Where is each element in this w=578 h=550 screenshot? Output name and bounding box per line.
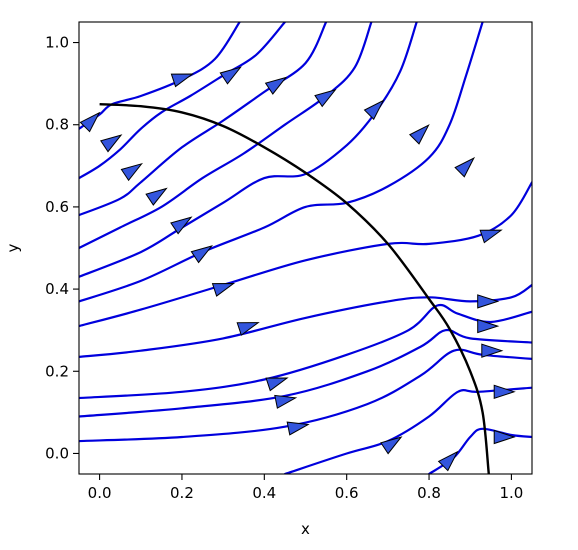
- x-tick-label: 0.6: [335, 484, 359, 502]
- y-tick-label: 0.4: [45, 280, 69, 298]
- stream-arrow: [219, 66, 242, 85]
- stream-arrow: [493, 384, 516, 399]
- y-tick-label: 0.8: [45, 116, 69, 134]
- stream-arrow: [211, 283, 236, 297]
- stream-arrow: [477, 294, 500, 309]
- boundary-curve: [99, 103, 490, 474]
- streamline: [79, 181, 532, 328]
- stream-arrow: [145, 187, 168, 206]
- x-tick-label: 0.0: [88, 484, 112, 502]
- stream-arrow: [79, 111, 101, 133]
- streamline: [79, 303, 532, 400]
- x-tick-label: 0.4: [252, 484, 276, 502]
- stream-arrow: [479, 229, 503, 244]
- y-tick-label: 0.0: [45, 444, 69, 462]
- stream-arrow: [170, 73, 194, 88]
- streamline: [79, 22, 484, 303]
- x-tick-label: 0.2: [170, 484, 194, 502]
- y-tick-label: 1.0: [45, 34, 69, 52]
- streamlines: [79, 22, 532, 474]
- stream-arrow: [274, 394, 298, 409]
- x-axis-label: x: [301, 520, 310, 538]
- stream-arrow: [477, 318, 500, 334]
- stream-arrow: [481, 343, 504, 358]
- stream-arrow: [190, 245, 214, 264]
- x-tick-label: 1.0: [499, 484, 523, 502]
- y-tick-label: 0.6: [45, 198, 69, 216]
- plot-frame: [78, 21, 533, 475]
- streamline: [79, 22, 418, 278]
- stream-arrow: [286, 421, 310, 436]
- streamline: [79, 22, 286, 180]
- stream-arrow: [264, 76, 288, 95]
- streamline: [79, 22, 328, 217]
- x-tick-label: 0.8: [417, 484, 441, 502]
- stream-arrows: [79, 66, 516, 472]
- boundary-arc: [99, 103, 490, 474]
- stream-arrow: [236, 322, 260, 336]
- stream-arrow: [493, 429, 516, 445]
- streamline: [79, 348, 532, 443]
- stream-arrow: [170, 216, 193, 235]
- streamline: [79, 283, 532, 358]
- streamline: [79, 22, 241, 130]
- stream-arrow: [437, 450, 459, 472]
- stream-arrow: [363, 99, 385, 121]
- stream-arrow: [265, 377, 289, 392]
- y-axis-label: y: [4, 243, 22, 252]
- stream-arrow: [314, 89, 337, 108]
- x-axis-ticks: 0.0 0.2 0.4 0.6 0.8 1.0: [88, 474, 523, 502]
- y-tick-label: 0.2: [45, 362, 69, 380]
- stream-arrow: [454, 156, 476, 178]
- y-axis-ticks: 0.0 0.2 0.4 0.6 0.8 1.0: [45, 34, 79, 462]
- stream-arrow: [408, 123, 430, 145]
- streamline: [79, 328, 532, 418]
- stream-arrow: [120, 162, 144, 182]
- stream-arrow: [380, 436, 403, 455]
- streamline: [79, 22, 373, 250]
- stream-arrow: [100, 134, 123, 153]
